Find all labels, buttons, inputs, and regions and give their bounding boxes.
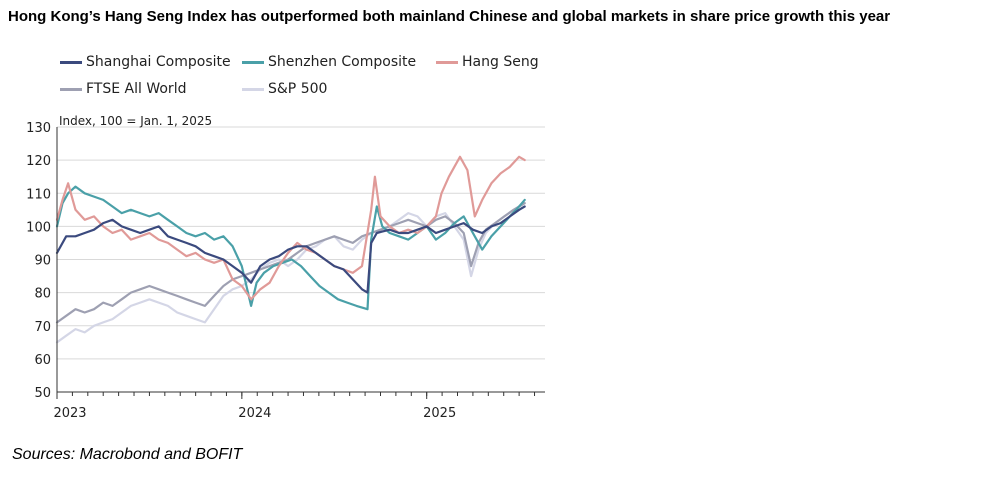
legend: Shanghai Composite Shenzhen Composite Hang…	[60, 52, 580, 102]
y-tick-label: 120	[26, 154, 51, 169]
legend-item: Hang Seng	[436, 52, 539, 72]
legend-swatch	[242, 87, 264, 91]
series-lines	[55, 155, 526, 344]
axes: 50 60 70 80 90 100 110 120 130 2023 2024 2025	[26, 121, 545, 421]
y-tick-label: 80	[34, 287, 51, 302]
series-line-shanghai-composite	[55, 205, 526, 294]
legend-label: Shanghai Composite	[86, 54, 231, 70]
source-note: Sources: Macrobond and BOFIT	[12, 446, 243, 463]
legend-label: FTSE All World	[86, 81, 187, 97]
series-line-shenzhen-composite	[55, 185, 526, 311]
line-chart: 50 60 70 80 90 100 110 120 130 2023 2024 2025 Index…	[26, 114, 545, 421]
legend-label: Hang Seng	[462, 54, 539, 70]
y-tick-label: 90	[34, 254, 51, 269]
legend-swatch	[436, 60, 458, 64]
legend-item: Shanghai Composite	[60, 52, 231, 72]
legend-item: FTSE All World	[60, 79, 186, 99]
legend-label: Shenzhen Composite	[268, 54, 417, 70]
y-axis-label: Index, 100 = Jan. 1, 2025	[59, 114, 212, 128]
x-tick-label: 2024	[238, 406, 271, 421]
y-tick-label: 130	[26, 121, 51, 136]
gridlines	[57, 126, 545, 360]
legend-swatch	[242, 60, 264, 64]
chart-title: Hong Kong’s Hang Seng Index has outperfo…	[8, 8, 891, 25]
y-tick-label: 60	[34, 353, 51, 368]
legend-label: S&P 500	[268, 81, 328, 97]
y-tick-label: 110	[26, 187, 51, 202]
legend-swatch	[60, 87, 82, 91]
y-tick-label: 50	[34, 386, 51, 401]
y-tick-label: 70	[34, 320, 51, 335]
y-tick-label: 100	[26, 220, 51, 235]
legend-swatch	[60, 60, 82, 64]
series-line-ftse-all-world	[55, 202, 526, 324]
legend-item: Shenzhen Composite	[242, 52, 416, 72]
x-tick-label: 2025	[423, 406, 456, 421]
legend-item: S&P 500	[242, 79, 327, 99]
x-tick-label: 2023	[53, 406, 86, 421]
